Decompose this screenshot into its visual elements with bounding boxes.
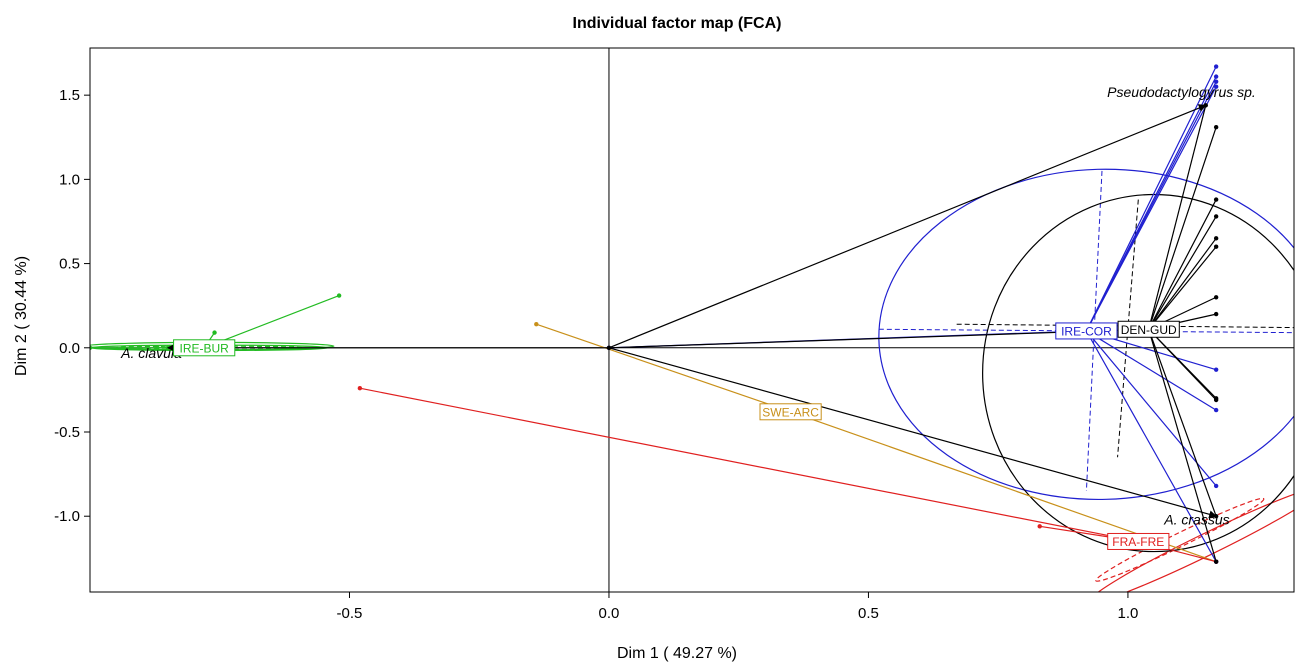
point-ire-bur-1 xyxy=(212,330,217,335)
point-ire-cor-1 xyxy=(1213,74,1219,79)
ellipse-fra-fre-1 xyxy=(1095,497,1265,582)
link-ire-cor-3 xyxy=(1085,86,1217,332)
link-ire-bur-0 xyxy=(203,295,340,349)
link-swe-arc-0 xyxy=(536,323,791,413)
link-den-gud-5 xyxy=(1148,246,1217,330)
link-ire-cor-6 xyxy=(1085,330,1217,487)
y-tick-label-0: -1.0 xyxy=(54,508,80,525)
point-den-gud-1 xyxy=(1213,124,1219,130)
y-tick-label-4: 1.0 xyxy=(59,171,80,188)
species-arrow-2 xyxy=(608,347,1218,519)
point-ire-bur-0 xyxy=(336,293,342,298)
point-den-gud-2 xyxy=(1213,197,1219,202)
group-box-ire-cor xyxy=(1055,322,1118,340)
point-den-gud-3 xyxy=(1213,214,1219,219)
point-den-gud-4 xyxy=(1213,236,1219,241)
point-ire-cor-6 xyxy=(1213,483,1219,489)
point-den-gud-11 xyxy=(1213,559,1219,564)
group-box-swe-arc xyxy=(759,403,822,421)
point-fra-fre-0 xyxy=(357,386,363,391)
y-tick-label-5: 1.5 xyxy=(59,87,80,104)
x-axis-label: Dim 1 ( 49.27 %) xyxy=(617,645,737,662)
plot-area: A. clavula Pseudodactylogyrus sp. A. crass… xyxy=(54,47,1295,622)
point-ire-cor-0 xyxy=(1213,64,1219,69)
group-label-swe-arc: SWE-ARC xyxy=(762,405,819,419)
point-ire-cor-4 xyxy=(1213,367,1219,372)
link-den-gud-4 xyxy=(1148,237,1217,330)
group-label-den-gud: DEN-GUD xyxy=(1121,323,1177,337)
point-swe-arc-0 xyxy=(534,322,539,327)
point-ire-bur-2 xyxy=(155,345,160,350)
y-tick-label-3: 0.5 xyxy=(59,256,80,273)
chart-title: Individual factor map (FCA) xyxy=(573,15,782,32)
group-label-ire-cor: IRE-COR xyxy=(1061,324,1112,338)
point-ire-cor-2 xyxy=(1213,79,1219,84)
group-label-fra-fre: FRA-FRE xyxy=(1112,535,1164,549)
species-label-2: A. crassus xyxy=(1163,512,1229,528)
plot-frame xyxy=(89,47,1295,593)
dashed-axis-ire-cor-0 xyxy=(878,328,1294,334)
link-den-gud-3 xyxy=(1148,216,1217,330)
y-tick-label-1: -0.5 xyxy=(54,424,80,441)
species-label-0: A. clavula xyxy=(120,345,182,361)
link-ire-cor-5 xyxy=(1086,330,1217,411)
point-den-gud-7 xyxy=(1213,311,1219,317)
x-tick-label-1: 0.0 xyxy=(599,605,620,622)
group-label-ire-bur: IRE-BUR xyxy=(180,341,230,355)
ellipse-ire-cor-0 xyxy=(878,168,1294,501)
ellipse-den-gud-0 xyxy=(982,193,1294,553)
group-box-ire-bur xyxy=(173,339,236,357)
species-label-1: Pseudodactylogyrus sp. xyxy=(1107,84,1256,100)
point-ire-bur-4 xyxy=(90,345,93,350)
point-ire-cor-5 xyxy=(1213,407,1219,413)
link-den-gud-1 xyxy=(1148,126,1217,330)
link-den-gud-11 xyxy=(1148,329,1217,562)
point-ire-cor-3 xyxy=(1213,84,1219,89)
plot-inner: A. clavula Pseudodactylogyrus sp. A. crass… xyxy=(90,48,1294,592)
y-tick-label-2: 0.0 xyxy=(59,340,80,357)
link-den-gud-0 xyxy=(1148,105,1207,330)
group-box-den-gud xyxy=(1117,320,1180,338)
y-axis-label: Dim 2 ( 30.44 %) xyxy=(13,256,30,376)
link-den-gud-9 xyxy=(1148,328,1217,401)
group-box-fra-fre xyxy=(1107,532,1170,550)
x-tick-label-0: -0.5 xyxy=(337,605,363,622)
point-den-gud-5 xyxy=(1213,244,1219,249)
point-den-gud-9 xyxy=(1213,397,1219,403)
point-den-gud-6 xyxy=(1213,295,1219,300)
link-den-gud-10 xyxy=(1148,329,1217,517)
species-arrow-1 xyxy=(608,104,1207,349)
link-den-gud-2 xyxy=(1148,199,1217,330)
link-ire-cor-0 xyxy=(1085,66,1217,332)
x-tick-label-3: 1.0 xyxy=(1118,605,1139,622)
link-fra-fre-0 xyxy=(359,387,1139,543)
link-ire-cor-7 xyxy=(1085,330,1217,562)
x-tick-label-2: 0.5 xyxy=(858,605,879,622)
point-fra-fre-1 xyxy=(1037,524,1042,529)
